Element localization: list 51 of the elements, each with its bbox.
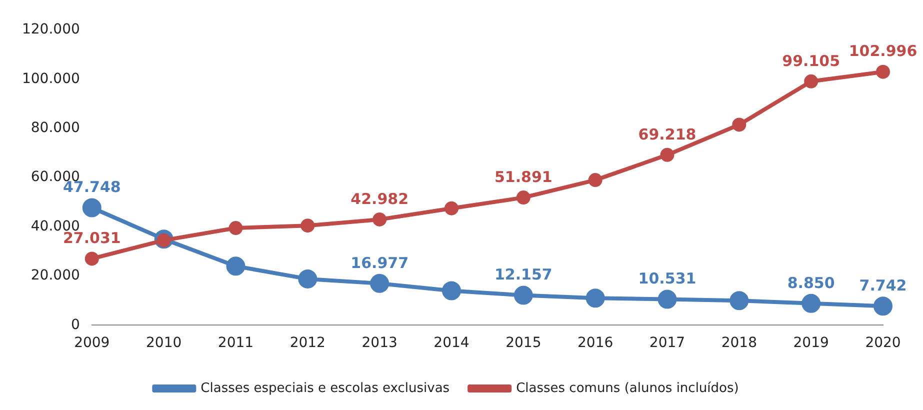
data-label: 69.218 bbox=[638, 125, 696, 144]
point bbox=[514, 286, 533, 305]
data-label: 16.977 bbox=[350, 254, 409, 272]
y-tick-label: 0 bbox=[70, 316, 80, 333]
point bbox=[874, 296, 892, 316]
data-label: 51.891 bbox=[494, 168, 552, 186]
point bbox=[730, 291, 749, 310]
x-tick-label: 2016 bbox=[578, 335, 614, 352]
y-tick-label: 120.000 bbox=[22, 22, 80, 38]
x-tick-label: 2013 bbox=[362, 335, 398, 352]
x-tick-label: 2010 bbox=[146, 335, 182, 352]
point bbox=[804, 74, 818, 88]
point bbox=[300, 218, 315, 233]
point bbox=[802, 294, 821, 313]
point bbox=[660, 148, 674, 162]
x-tick-label: 2009 bbox=[74, 335, 110, 352]
x-tick-label: 2015 bbox=[506, 335, 542, 352]
y-tick-label: 80.000 bbox=[30, 120, 80, 136]
point bbox=[372, 212, 387, 226]
data-label: 102.996 bbox=[848, 42, 918, 60]
point bbox=[228, 221, 243, 236]
point bbox=[658, 290, 677, 309]
point bbox=[516, 190, 530, 205]
x-tick-label: 2020 bbox=[865, 335, 901, 352]
point bbox=[82, 198, 102, 218]
x-tick-label: 2018 bbox=[721, 335, 757, 352]
point bbox=[442, 281, 461, 300]
point bbox=[588, 173, 602, 188]
point bbox=[732, 118, 746, 132]
x-tick-label: 2012 bbox=[290, 335, 326, 352]
x-tick-label: 2011 bbox=[218, 335, 254, 352]
point bbox=[84, 252, 99, 266]
data-label: 42.982 bbox=[350, 190, 409, 208]
data-label: 10.531 bbox=[638, 270, 696, 288]
data-label: 99.105 bbox=[782, 52, 840, 70]
data-label: 8.850 bbox=[787, 274, 835, 292]
data-label: 12.157 bbox=[494, 266, 552, 284]
x-tick-label: 2019 bbox=[793, 335, 829, 352]
point bbox=[370, 274, 390, 293]
legend-label: Classes especiais e escolas exclusivas bbox=[200, 380, 450, 396]
point bbox=[444, 201, 458, 216]
point bbox=[298, 269, 318, 288]
x-tick-label: 2017 bbox=[649, 335, 686, 352]
point bbox=[876, 64, 890, 79]
data-label: 7.742 bbox=[859, 276, 907, 295]
legend-label: Classes comuns (alunos incluídos) bbox=[516, 380, 739, 396]
point bbox=[586, 288, 605, 308]
point bbox=[226, 256, 246, 276]
x-tick-label: 2014 bbox=[434, 335, 470, 352]
y-tick-label: 100.000 bbox=[22, 70, 80, 87]
y-tick-label: 20.000 bbox=[30, 268, 80, 284]
